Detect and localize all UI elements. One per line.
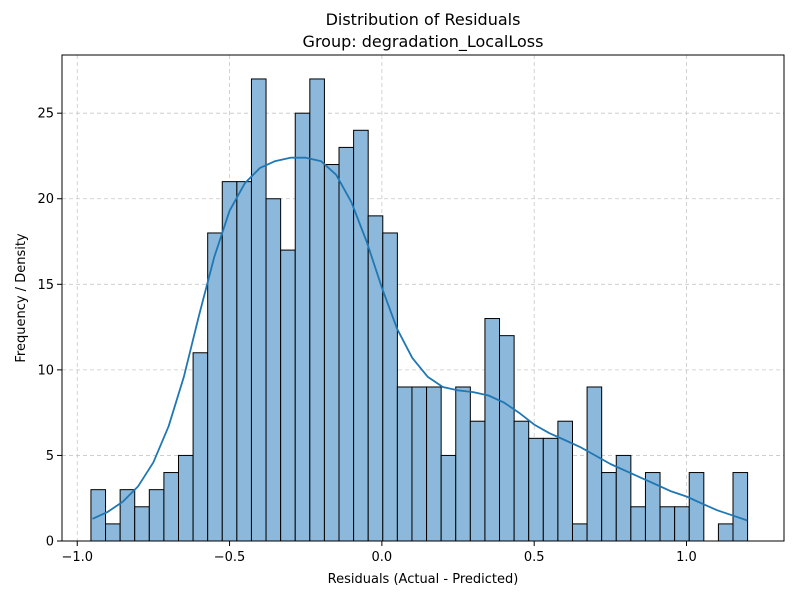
chart-subtitle: Group: degradation_LocalLoss [303, 32, 544, 52]
y-tick-label: 10 [37, 363, 54, 378]
histogram-bar [280, 249, 296, 542]
plot-frame [61, 54, 785, 542]
y-tick-label: 0 [46, 535, 54, 550]
y-axis-label: Frequency / Density [14, 233, 29, 363]
chart-title: Distribution of Residuals [326, 10, 521, 29]
histogram-bar [630, 506, 646, 542]
histogram-bar [163, 472, 179, 542]
x-tick-label: 0.5 [524, 550, 545, 565]
histogram-bar [207, 232, 223, 542]
histogram-bar [440, 454, 457, 542]
x-tick-label: 0.0 [372, 550, 393, 565]
histogram-bar [469, 420, 486, 542]
histogram-bar [426, 386, 442, 542]
histogram-bar [323, 164, 340, 542]
histogram-bar [659, 506, 676, 542]
histogram-bar [105, 523, 121, 542]
histogram-bar [396, 386, 413, 542]
x-axis-label: Residuals (Actual - Predicted) [328, 572, 519, 587]
histogram-bar [192, 352, 209, 542]
histogram-bar [513, 420, 530, 542]
histogram-bar [265, 198, 282, 542]
histogram-bar [177, 454, 194, 542]
x-tick-label: −1.0 [61, 550, 93, 565]
histogram-bar [688, 472, 705, 542]
y-tick-label: 25 [37, 107, 54, 122]
y-tick-label: 5 [46, 449, 54, 464]
y-tick-label: 15 [37, 278, 54, 293]
y-tick-label: 20 [37, 192, 54, 207]
histogram-bar [338, 146, 355, 542]
bars-layer [90, 78, 749, 542]
kde-layer [92, 156, 748, 522]
histogram-bar [586, 386, 603, 542]
x-tick-label: −0.5 [214, 550, 246, 565]
histogram-bar [411, 386, 428, 542]
histogram-bar [309, 78, 325, 542]
histogram-bar [353, 129, 369, 542]
histogram-bar [557, 420, 573, 542]
histogram-bar [717, 523, 734, 542]
histogram-bar [484, 318, 501, 542]
histogram-bar [674, 506, 690, 542]
histogram-bar [542, 437, 559, 542]
histogram-bar [571, 523, 588, 542]
histogram-bar [601, 472, 617, 542]
histogram-bar [499, 335, 515, 542]
histogram-bar [367, 215, 384, 542]
ticks-layer: −1.0 −0.5 0.0 0.5 1.0 0 5 10 15 20 25 [37, 107, 696, 565]
histogram-bar [382, 232, 398, 542]
histogram-bar [528, 437, 544, 542]
histogram-bar [134, 506, 150, 542]
histogram-bar [250, 78, 267, 542]
histogram-bar [455, 386, 471, 542]
histogram-bar [236, 181, 252, 542]
histogram-bar [732, 472, 749, 542]
kde-density-curve [92, 156, 748, 522]
x-tick-label: 1.0 [676, 550, 697, 565]
histogram-bar [294, 112, 311, 542]
histogram-bar [148, 489, 165, 542]
histogram-bar [221, 181, 238, 542]
